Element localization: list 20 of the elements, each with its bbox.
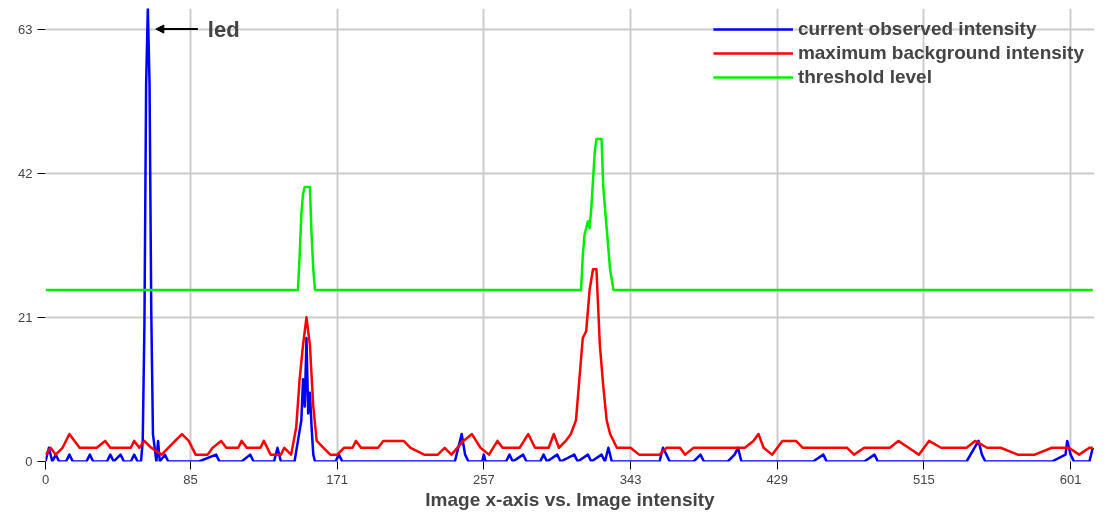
x-axis-title: Image x-axis vs. Image intensity xyxy=(425,488,716,510)
y-tick-label: 0 xyxy=(25,454,33,469)
legend-label: current observed intensity xyxy=(797,18,1037,40)
y-tick-label: 21 xyxy=(18,309,33,325)
line-series xyxy=(45,8,1095,462)
x-tick-label: 343 xyxy=(619,471,642,487)
y-tick-label: 63 xyxy=(18,21,33,37)
annotation: led xyxy=(207,16,240,42)
y-tick-label: 42 xyxy=(18,165,33,181)
x-tick-label: 601 xyxy=(1059,471,1082,487)
x-tick-label: 85 xyxy=(183,471,198,487)
x-tick-label: 429 xyxy=(766,471,789,487)
line-series xyxy=(45,268,1095,456)
legend-label: maximum background intensity xyxy=(797,42,1084,64)
x-tick-label: 515 xyxy=(913,471,935,487)
x-tick-label: 0 xyxy=(41,471,50,487)
legend-label: threshold level xyxy=(797,66,932,88)
line-series xyxy=(45,137,1095,292)
x-tick-label: 171 xyxy=(326,471,349,487)
x-tick-label: 257 xyxy=(473,471,495,487)
